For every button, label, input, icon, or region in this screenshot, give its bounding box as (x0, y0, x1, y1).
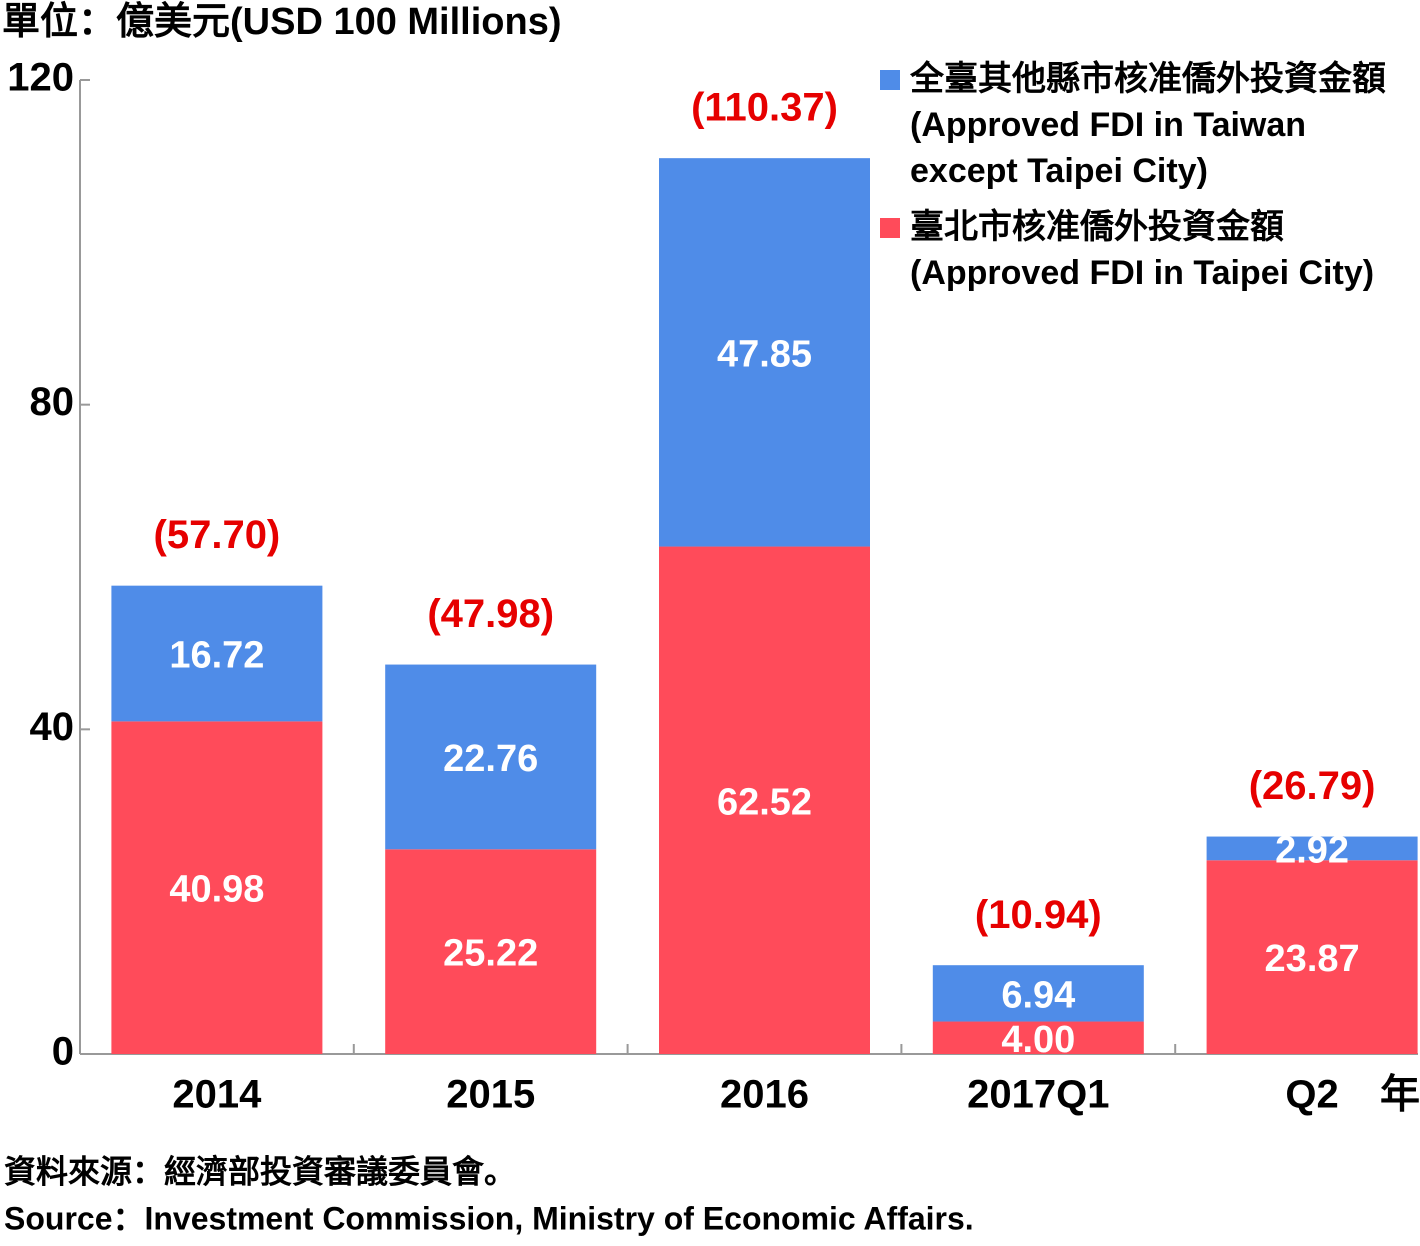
bar-segment (111, 721, 323, 1054)
legend-item: 臺北市核准僑外投資金額(Approved FDI in Taipei City) (880, 204, 1416, 296)
source: Source：Investment Commission, Ministry o… (4, 1200, 974, 1236)
source: 資料來源：經濟部投資審議委員會。 (4, 1153, 516, 1189)
legend-item: 全臺其他縣市核准僑外投資金額(Approved FDI in Taiwan ex… (880, 56, 1416, 194)
value-label: 2.92 (1275, 829, 1349, 871)
x-unit: 年 (1380, 1073, 1420, 1117)
legend: 全臺其他縣市核准僑外投資金額(Approved FDI in Taiwan ex… (880, 56, 1416, 306)
y-tick-label: 0 (52, 1030, 74, 1074)
x-tick-label: 2014 (172, 1073, 262, 1117)
y-tick-label: 120 (7, 56, 74, 100)
bar-segment (111, 585, 323, 722)
bar-segment (385, 664, 597, 850)
bar-segment (659, 546, 870, 1054)
value-label: 22.76 (443, 738, 538, 780)
value-label: 6.94 (1001, 974, 1075, 1016)
value-label: 23.87 (1265, 938, 1360, 980)
value-label: 40.98 (169, 869, 264, 911)
bar-segment (1206, 860, 1418, 1054)
value-label: 16.72 (169, 635, 264, 677)
bar-segment (1206, 836, 1418, 861)
value-label: 62.52 (717, 781, 812, 823)
y-tick-label: 80 (30, 380, 75, 424)
y-tick-label: 40 (30, 705, 75, 749)
x-tick-label: Q2 (1285, 1073, 1338, 1117)
x-tick-label: 2015 (446, 1073, 535, 1117)
x-tick-label: 2016 (720, 1073, 809, 1117)
legend-swatch (880, 218, 900, 238)
bar-segment (932, 965, 1144, 1022)
bar-segment (385, 849, 597, 1054)
x-tick-label: 2017Q1 (967, 1073, 1109, 1117)
legend-label: 臺北市核准僑外投資金額(Approved FDI in Taipei City) (910, 208, 1375, 292)
legend-label: 全臺其他縣市核准僑外投資金額(Approved FDI in Taiwan ex… (910, 60, 1386, 190)
value-label: 4.00 (1001, 1019, 1075, 1061)
chart-title: 單位：億美元(USD 100 Millions) (2, 1, 562, 43)
bar-segment (659, 158, 870, 547)
total-label: (110.37) (691, 86, 838, 130)
total-label: (10.94) (975, 893, 1102, 937)
total-label: (26.79) (1249, 764, 1376, 808)
total-label: (57.70) (154, 513, 281, 557)
value-label: 25.22 (443, 933, 538, 975)
value-label: 47.85 (717, 333, 812, 375)
total-label: (47.98) (427, 592, 554, 636)
legend-swatch (880, 70, 900, 90)
bar-segment (932, 1021, 1144, 1054)
